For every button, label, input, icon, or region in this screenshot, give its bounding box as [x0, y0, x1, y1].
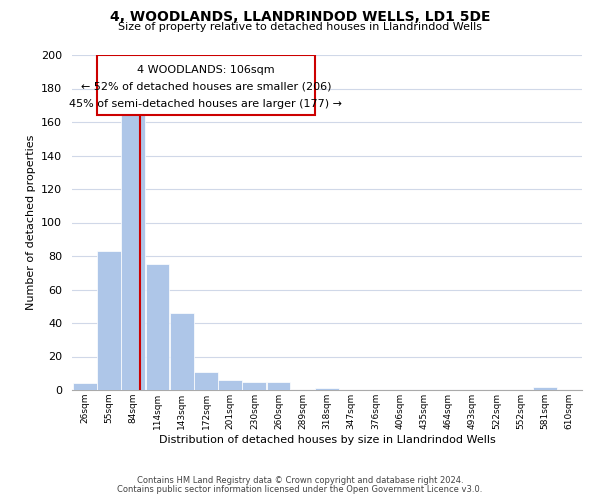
Bar [146, 264, 169, 390]
Bar [97, 251, 121, 390]
Text: Contains public sector information licensed under the Open Government Licence v3: Contains public sector information licen… [118, 485, 482, 494]
Bar [533, 386, 557, 390]
Bar [121, 114, 145, 390]
FancyBboxPatch shape [97, 55, 315, 116]
Text: ← 52% of detached houses are smaller (206): ← 52% of detached houses are smaller (20… [81, 82, 331, 92]
Text: 4, WOODLANDS, LLANDRINDOD WELLS, LD1 5DE: 4, WOODLANDS, LLANDRINDOD WELLS, LD1 5DE [110, 10, 490, 24]
Bar [315, 388, 339, 390]
Bar [218, 380, 242, 390]
Bar [242, 382, 266, 390]
Text: Size of property relative to detached houses in Llandrindod Wells: Size of property relative to detached ho… [118, 22, 482, 32]
Text: Contains HM Land Registry data © Crown copyright and database right 2024.: Contains HM Land Registry data © Crown c… [137, 476, 463, 485]
X-axis label: Distribution of detached houses by size in Llandrindod Wells: Distribution of detached houses by size … [158, 434, 496, 444]
Bar [73, 384, 97, 390]
Bar [194, 372, 218, 390]
Bar [266, 382, 290, 390]
Bar [170, 313, 194, 390]
Text: 45% of semi-detached houses are larger (177) →: 45% of semi-detached houses are larger (… [70, 98, 343, 108]
Text: 4 WOODLANDS: 106sqm: 4 WOODLANDS: 106sqm [137, 65, 275, 75]
Y-axis label: Number of detached properties: Number of detached properties [26, 135, 35, 310]
